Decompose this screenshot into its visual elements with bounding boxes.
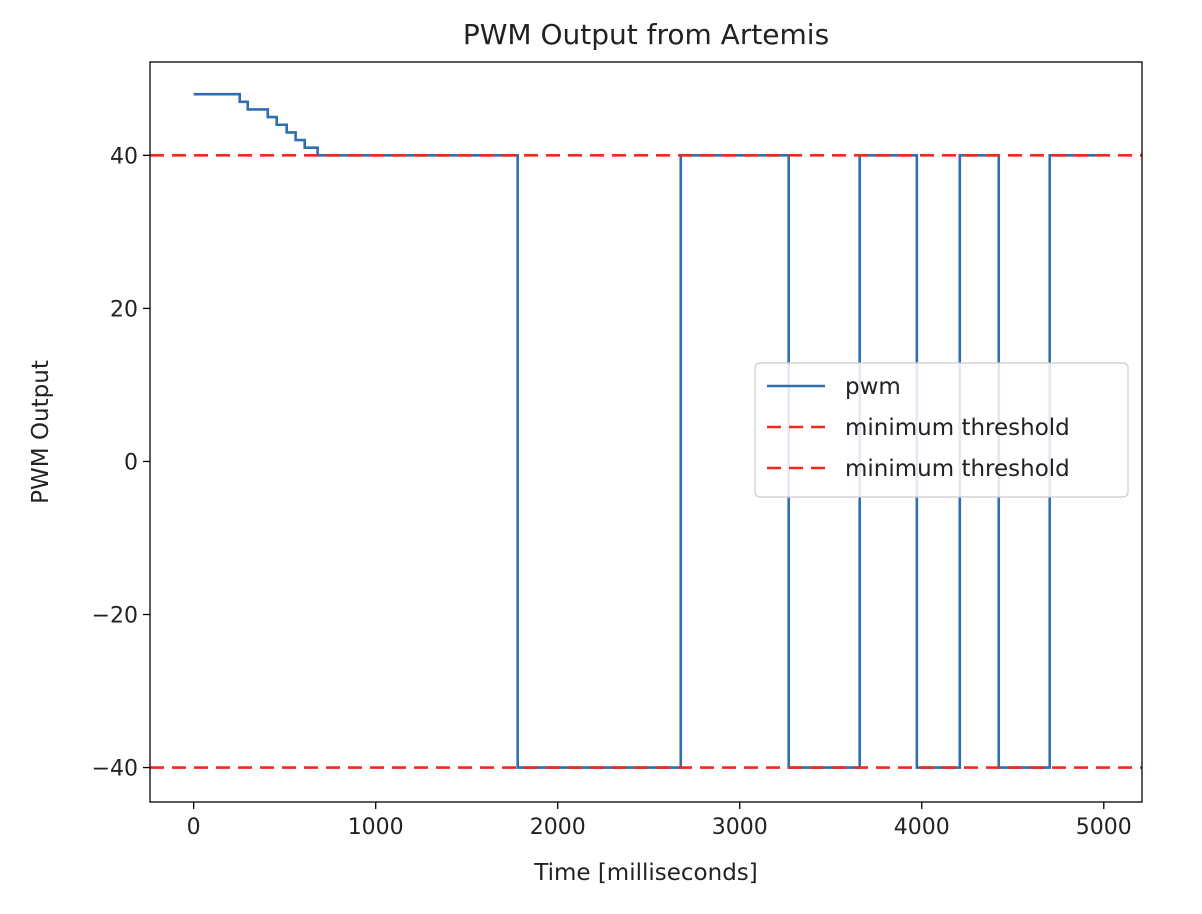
y-tick-label: 40 xyxy=(110,144,138,169)
x-tick-label: 4000 xyxy=(894,815,950,840)
y-tick-label: −20 xyxy=(92,604,138,629)
plot-frame xyxy=(149,61,1143,803)
chart-title: PWM Output from Artemis xyxy=(463,18,829,51)
x-tick-label: 0 xyxy=(187,815,201,840)
x-tick-label: 2000 xyxy=(530,815,586,840)
legend-label: minimum threshold xyxy=(845,456,1070,482)
y-axis-label: PWM Output xyxy=(28,360,54,504)
x-tick-label: 5000 xyxy=(1076,815,1132,840)
legend-label: minimum threshold xyxy=(845,415,1070,441)
legend: pwm minimum threshold minimum threshold xyxy=(754,362,1129,498)
x-axis-label: Time [milliseconds] xyxy=(533,860,758,886)
x-tick-label: 3000 xyxy=(712,815,768,840)
y-tick-label: 20 xyxy=(110,297,138,322)
x-tick-label: 1000 xyxy=(348,815,404,840)
legend-box xyxy=(754,362,1129,498)
y-tick-label: 0 xyxy=(124,450,138,475)
x-axis: 0 1000 2000 3000 4000 5000 xyxy=(187,802,1132,840)
y-axis: 40 20 0 −20 −40 xyxy=(92,144,150,782)
y-tick-label: −40 xyxy=(92,757,138,782)
legend-label: pwm xyxy=(845,374,901,400)
